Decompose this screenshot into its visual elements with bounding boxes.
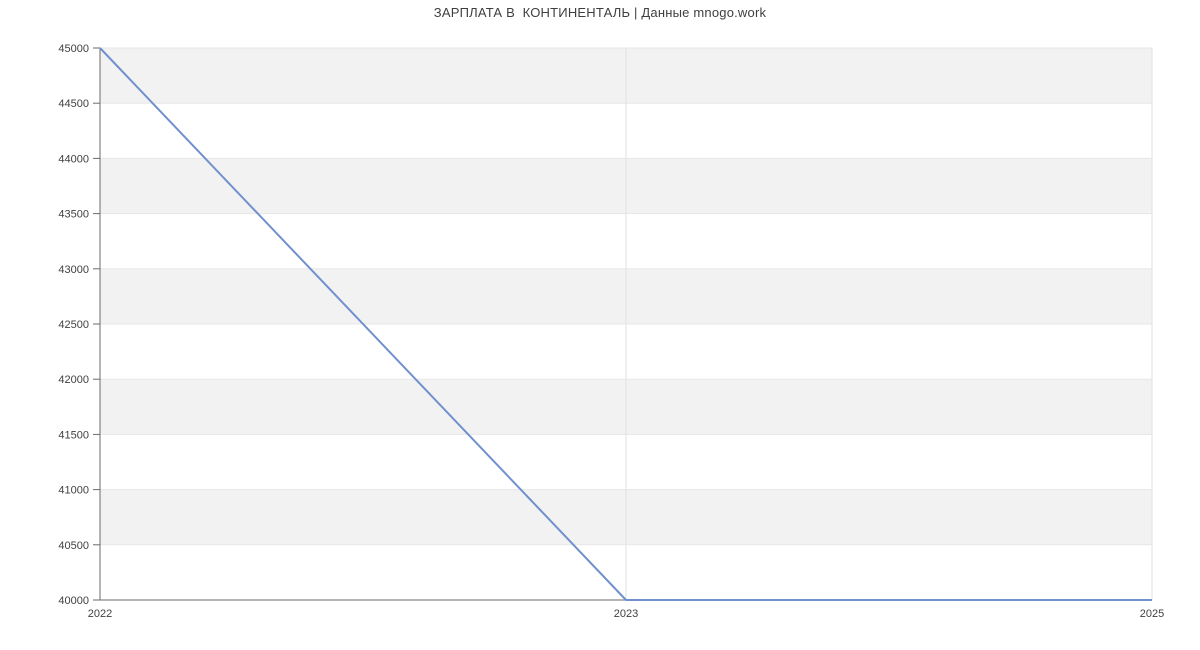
y-tick-label: 40000 xyxy=(58,595,89,607)
y-tick-label: 41500 xyxy=(58,429,89,441)
y-tick-label: 42500 xyxy=(58,319,89,331)
y-tick-label: 40500 xyxy=(58,540,89,552)
x-tick-label: 2023 xyxy=(614,608,638,620)
y-tick-label: 43500 xyxy=(58,209,89,221)
x-tick-label: 2025 xyxy=(1140,608,1164,620)
y-tick-label: 42000 xyxy=(58,374,89,386)
chart-title: ЗАРПЛАТА В КОНТИНЕНТАЛЬ | Данные mnogo.w… xyxy=(433,5,767,20)
y-tick-label: 43000 xyxy=(58,264,89,276)
y-tick-label: 41000 xyxy=(58,485,89,497)
data-series-line xyxy=(99,47,1152,601)
y-tick-label: 45000 xyxy=(58,43,89,55)
y-tick-label: 44000 xyxy=(58,153,89,165)
y-tick-label: 44500 xyxy=(58,98,89,110)
x-tick-label: 2022 xyxy=(88,608,112,620)
